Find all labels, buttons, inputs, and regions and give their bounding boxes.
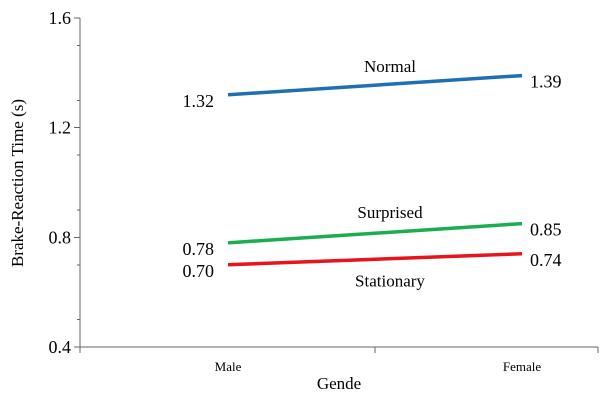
- y-tick-label-1: 0.8: [49, 227, 72, 247]
- x-tick-label-female: Female: [503, 359, 541, 374]
- series-group: 1.32 1.39 Normal 0.78 0.85 Surprised 0.70 0.74 S…: [183, 57, 562, 290]
- series-line-normal: [227, 73, 523, 97]
- series-label-normal: Normal: [364, 57, 416, 76]
- ticks: [74, 17, 599, 353]
- tick-labels: 0.4 0.8 1.2 1.6 Male Female: [49, 8, 542, 374]
- y-axis-label: Brake-Reaction Time (s): [8, 99, 27, 267]
- data-label-normal-female: 1.39: [530, 72, 562, 92]
- axes: [79, 18, 598, 348]
- data-label-stationary-female: 0.74: [530, 250, 562, 270]
- data-label-stationary-male: 0.70: [183, 261, 215, 281]
- data-label-surprised-female: 0.85: [530, 220, 562, 240]
- x-axis-label: Gende: [317, 374, 361, 393]
- series-label-stationary: Stationary: [355, 271, 425, 290]
- y-tick-label-2: 1.2: [49, 118, 72, 138]
- y-tick-label-3: 1.6: [49, 8, 72, 28]
- series-line-stationary: [227, 252, 523, 267]
- series-label-surprised: Surprised: [357, 203, 423, 222]
- series-line-surprised: [227, 221, 523, 245]
- y-tick-label-0: 0.4: [49, 337, 72, 357]
- data-label-normal-male: 1.32: [183, 91, 215, 111]
- x-tick-label-male: Male: [215, 359, 242, 374]
- data-label-surprised-male: 0.78: [183, 239, 215, 259]
